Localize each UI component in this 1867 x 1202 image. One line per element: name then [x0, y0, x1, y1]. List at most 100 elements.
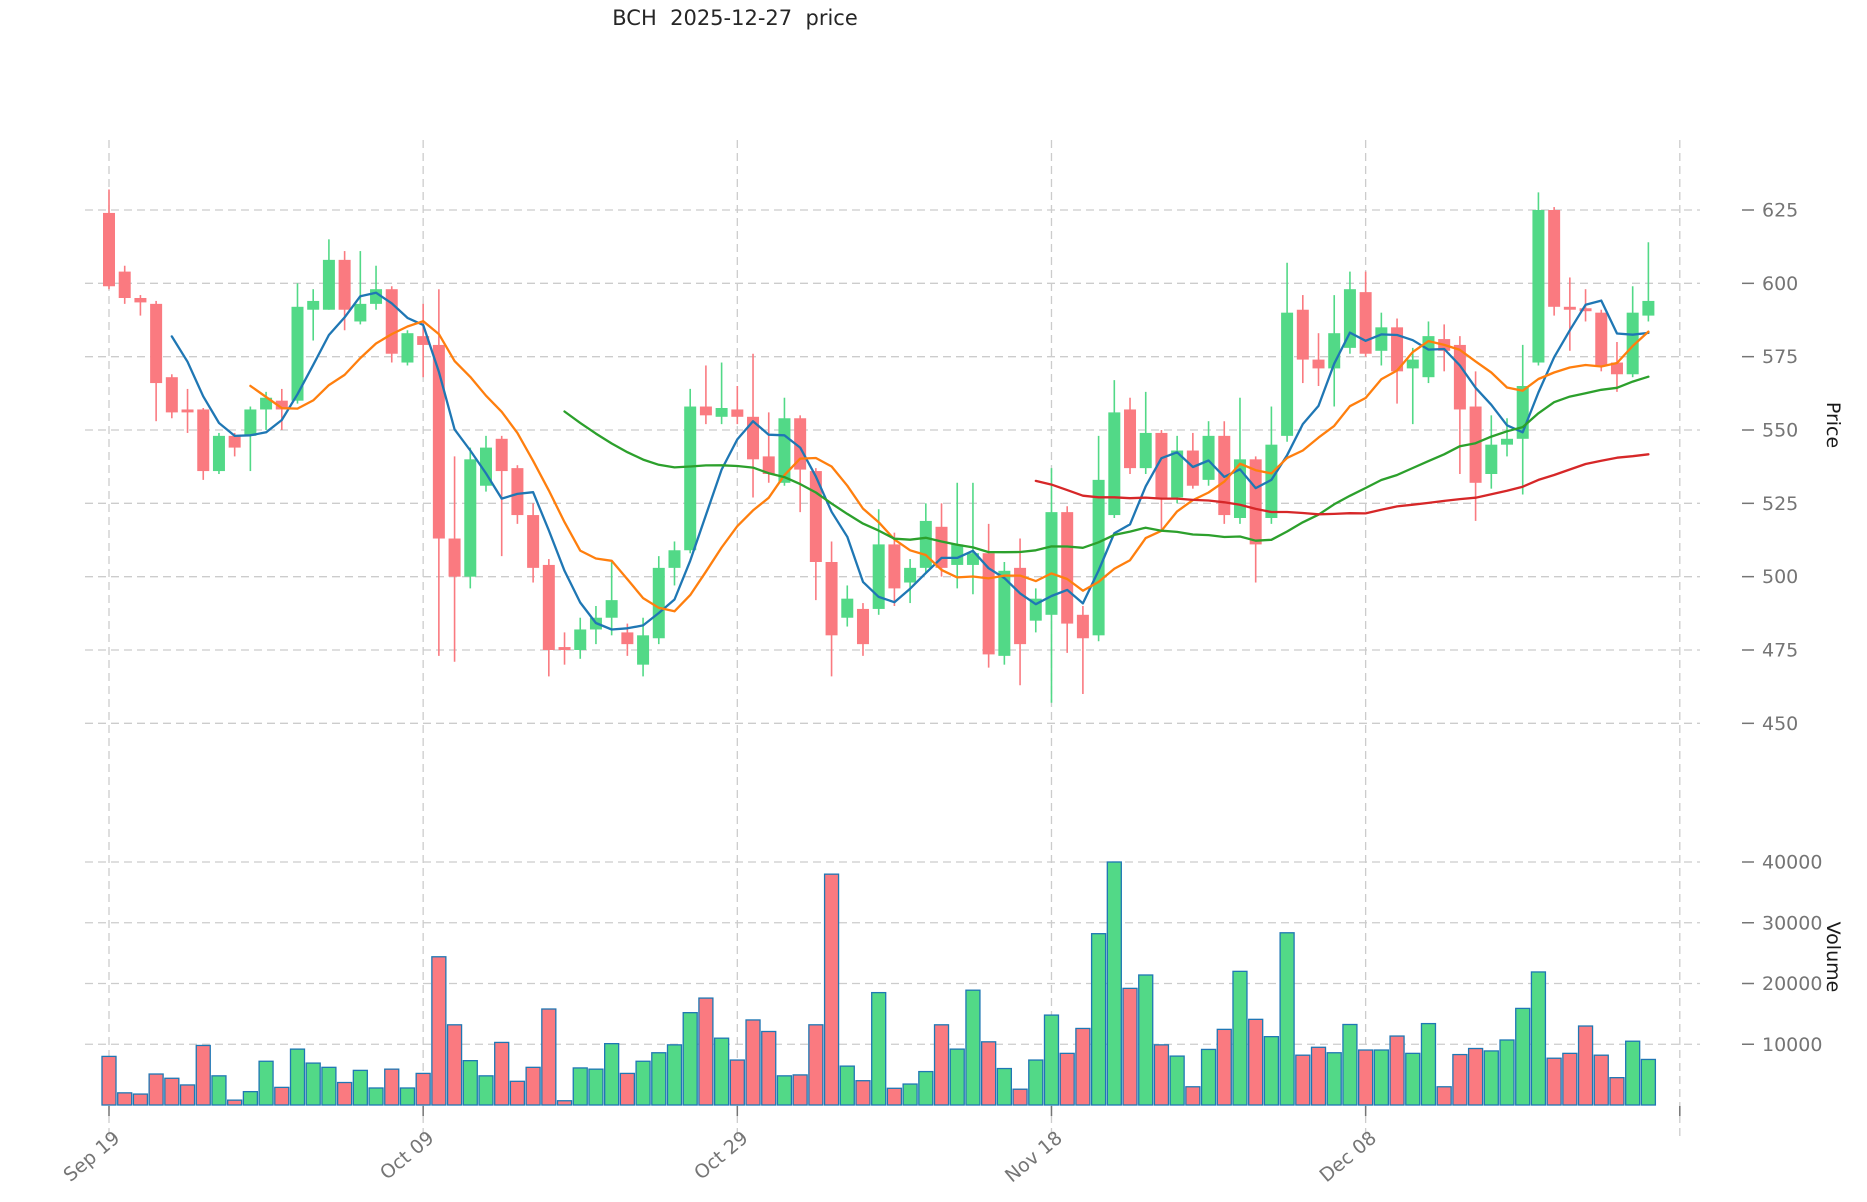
candle-body — [212, 435, 225, 472]
volume-bar — [871, 991, 887, 1106]
candle-body — [1359, 292, 1372, 354]
volume-bar — [1562, 1052, 1578, 1106]
candle-body — [998, 570, 1011, 656]
price-tick-label: 600 — [1762, 273, 1798, 295]
volume-bar — [918, 1070, 934, 1106]
volume-bar — [949, 1048, 965, 1106]
candle-body — [1406, 359, 1419, 369]
volume-bar — [1530, 971, 1547, 1106]
x-tick-label: Dec 08 — [1315, 1127, 1380, 1187]
volume-bar — [1326, 1052, 1342, 1106]
volume-bar — [839, 1065, 855, 1106]
candle-body — [354, 303, 367, 322]
volume-bar — [1609, 1077, 1625, 1106]
price-tick-label: 550 — [1762, 419, 1798, 441]
volume-bar — [1640, 1058, 1657, 1106]
volume-bar — [572, 1067, 588, 1106]
candle-body — [558, 647, 571, 650]
volume-bar — [965, 989, 981, 1106]
candle-body — [731, 409, 744, 417]
volume-bar — [1059, 1052, 1075, 1106]
candle-body — [951, 544, 964, 565]
volume-bar — [1232, 970, 1248, 1106]
candle-body — [307, 300, 320, 310]
candle-body — [1485, 444, 1498, 474]
volume-bar — [902, 1083, 918, 1106]
candle-body — [1312, 359, 1325, 369]
volume-bar — [1106, 861, 1122, 1106]
volume-bar — [1499, 1039, 1515, 1106]
candle-body — [1548, 210, 1561, 307]
volume-bar — [1295, 1054, 1311, 1106]
volume-bar — [1420, 1022, 1437, 1106]
volume-bar — [525, 1066, 541, 1106]
ma-line-30 — [563, 375, 1650, 554]
candle-body — [1249, 459, 1262, 545]
volume-bar — [604, 1042, 620, 1106]
candle-body — [888, 544, 901, 589]
volume-bar — [274, 1086, 290, 1106]
candle-body — [621, 632, 634, 645]
volume-bar — [227, 1099, 243, 1106]
ma-line-60 — [1034, 453, 1650, 516]
candle-body — [448, 538, 461, 577]
volume-bar — [478, 1075, 494, 1106]
volume-bar — [1169, 1055, 1185, 1106]
candle-body — [1124, 409, 1137, 469]
volume-bar — [1248, 1018, 1264, 1106]
chart-title: BCH 2025-12-27 price — [612, 6, 858, 30]
candle-body — [103, 212, 115, 287]
candle-body — [417, 336, 430, 345]
candle-body — [1155, 432, 1168, 498]
candle-body — [778, 418, 791, 483]
volume-bar — [729, 1059, 745, 1106]
volume-bar — [541, 1008, 557, 1106]
candle-body — [699, 406, 712, 416]
candle-body — [432, 344, 445, 539]
candle-body — [1108, 412, 1121, 516]
volume-bar — [1452, 1053, 1468, 1106]
volume-bar — [1436, 1086, 1452, 1106]
candle-body — [1265, 444, 1278, 518]
volume-axis-label: Volume — [1822, 921, 1844, 993]
candle-body — [1532, 210, 1545, 363]
candle-body — [1595, 312, 1608, 366]
volume-bar — [823, 873, 840, 1106]
volume-bar — [1122, 987, 1138, 1106]
candle-body — [134, 297, 147, 303]
candle-body — [1626, 312, 1639, 375]
x-tick-label: Sep 19 — [59, 1127, 124, 1186]
volume-bar — [368, 1087, 384, 1106]
volume-bar — [698, 997, 714, 1106]
volume-bar — [1185, 1086, 1201, 1106]
volume-bar — [446, 1024, 463, 1106]
volume-bar — [1467, 1047, 1484, 1106]
volume-bar — [556, 1100, 573, 1106]
ma-line-10 — [249, 320, 1650, 613]
volume-bar — [305, 1062, 321, 1106]
volume-bar — [980, 1041, 997, 1106]
candle-body — [542, 564, 555, 650]
candle-body — [1076, 614, 1089, 639]
volume-bar — [933, 1024, 950, 1106]
candle-body — [1045, 512, 1058, 615]
volume-bar — [886, 1087, 903, 1106]
volume-bar — [1028, 1059, 1044, 1106]
volume-bar — [1153, 1044, 1170, 1106]
price-axis-label: Price — [1822, 401, 1844, 449]
volume-bar — [855, 1080, 871, 1106]
volume-bar — [651, 1052, 667, 1106]
candle-body — [1453, 344, 1466, 410]
candle-body — [1563, 306, 1576, 310]
volume-bar — [494, 1041, 510, 1106]
candle-body — [841, 598, 854, 618]
volume-bar — [1515, 1007, 1531, 1106]
candle-body — [197, 409, 210, 472]
candle-body — [118, 271, 131, 298]
volume-bar — [1200, 1048, 1217, 1106]
volume-bar — [415, 1072, 431, 1106]
volume-bar — [462, 1060, 478, 1106]
candle-body — [150, 303, 163, 384]
x-tick-label: Oct 09 — [376, 1127, 438, 1184]
candle-body — [401, 333, 414, 363]
